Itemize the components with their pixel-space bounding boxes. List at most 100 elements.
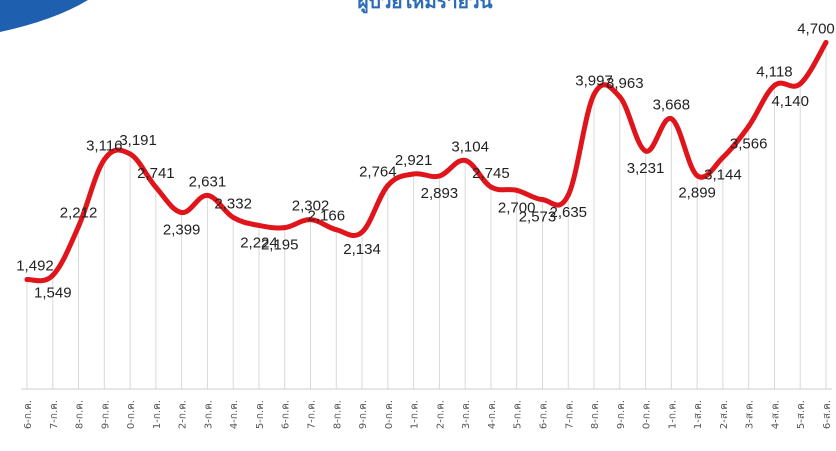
- x-tick-label-4: 0-ก.ค.: [126, 400, 137, 429]
- data-point-26: [694, 173, 700, 179]
- data-label-10: 2,195: [261, 237, 299, 254]
- data-label-1: 1,549: [34, 284, 72, 301]
- data-label-21: 2,635: [549, 204, 587, 221]
- series-line: [24, 39, 829, 284]
- x-tick-label-9: 5-ก.ค.: [255, 400, 266, 429]
- data-label-4: 3,191: [119, 132, 157, 149]
- x-tick-label-7: 3-ก.ค.: [203, 400, 214, 429]
- data-point-23: [617, 94, 623, 100]
- data-label-2: 2,212: [60, 204, 98, 221]
- data-label-18: 2,745: [472, 165, 510, 182]
- data-label-27: 3,144: [704, 166, 742, 183]
- grid-lines: [21, 42, 832, 390]
- data-label-26: 2,899: [678, 185, 716, 202]
- data-label-8: 2,332: [214, 195, 252, 212]
- data-point-5: [153, 184, 159, 190]
- x-tick-label-23: 9-ก.ค.: [616, 400, 627, 429]
- data-point-24: [643, 148, 649, 154]
- data-point-6: [179, 210, 185, 216]
- x-tick-label-11: 7-ก.ค.: [307, 400, 318, 429]
- x-tick-label-19: 5-ก.ค.: [513, 400, 524, 429]
- data-point-2: [76, 223, 82, 229]
- data-label-31: 4,700: [797, 20, 835, 37]
- data-label-5: 2,741: [137, 165, 175, 182]
- data-point-22: [591, 91, 597, 97]
- corner-decoration: [0, 0, 88, 32]
- data-point-13: [359, 229, 365, 235]
- data-label-23: 3,963: [606, 75, 644, 92]
- data-point-30: [797, 81, 803, 87]
- data-label-28: 3,566: [730, 135, 768, 152]
- data-point-17: [462, 157, 468, 163]
- data-point-4: [127, 151, 133, 157]
- data-point-27: [720, 154, 726, 160]
- x-tick-label-10: 6-ก.ค.: [281, 400, 292, 429]
- data-label-9: 2,224: [240, 234, 278, 251]
- data-label-12: 2,166: [308, 208, 346, 225]
- x-tick-label-8: 4-ก.ค.: [229, 400, 240, 429]
- data-point-20: [539, 197, 545, 203]
- data-label-30: 4,140: [771, 93, 809, 110]
- data-label-15: 2,921: [395, 152, 433, 169]
- x-tick-label-20: 6-ก.ค.: [538, 400, 549, 429]
- data-label-3: 3,116: [86, 138, 122, 155]
- data-label-11: 2,302: [292, 198, 330, 215]
- x-tick-label-15: 1-ก.ค.: [410, 400, 421, 429]
- x-tick-label-14: 0-ก.ค.: [384, 400, 395, 429]
- series-line-group: [24, 39, 829, 284]
- data-label-20: 2,573: [519, 209, 557, 226]
- data-label-13: 2,134: [343, 241, 381, 258]
- data-point-10: [282, 225, 288, 231]
- data-label-14: 2,764: [359, 164, 397, 181]
- x-tick-label-27: 2-ส.ค.: [719, 400, 730, 429]
- data-point-16: [436, 173, 442, 179]
- data-point-9: [256, 222, 262, 228]
- x-tick-label-24: 0-ก.ค.: [642, 400, 653, 429]
- x-tick-label-3: 9-ก.ค.: [100, 400, 111, 429]
- x-tick-label-18: 4-ก.ค.: [487, 400, 498, 429]
- x-tick-label-5: 1-ก.ค.: [152, 400, 163, 429]
- x-tick-label-1: 7-ก.ค.: [49, 400, 60, 429]
- chart-title: ผู้ป่วยใหม่รายวัน: [358, 0, 493, 14]
- data-point-12: [333, 227, 339, 233]
- data-point-31: [823, 39, 829, 45]
- data-label-7: 2,631: [189, 173, 227, 190]
- data-label-24: 3,231: [627, 160, 665, 177]
- data-point-1: [50, 272, 56, 278]
- x-axis-ticks: 6-ก.ค. 7-ก.ค. 8-ก.ค. 9-ก.ค. 0-ก.ค. 1-ก.ค. 2-ก.…: [23, 400, 833, 429]
- data-label-16: 2,893: [421, 185, 459, 202]
- data-point-19: [514, 187, 520, 193]
- x-tick-label-30: 5-ส.ค.: [796, 400, 807, 429]
- data-point-11: [308, 217, 314, 223]
- data-point-7: [204, 192, 210, 198]
- data-label-22: 3,997: [575, 72, 613, 89]
- data-point-8: [230, 214, 236, 220]
- data-label-29: 4,118: [756, 63, 792, 80]
- x-tick-label-17: 3-ก.ค.: [461, 400, 472, 429]
- x-tick-label-29: 4-ส.ค.: [770, 400, 781, 429]
- x-tick-label-0: 6-ก.ค.: [23, 400, 34, 429]
- data-point-15: [411, 171, 417, 177]
- data-point-29: [771, 82, 777, 88]
- data-point-28: [746, 123, 752, 129]
- data-point-21: [565, 192, 571, 198]
- x-tick-label-6: 2-ก.ค.: [178, 400, 189, 429]
- data-label-19: 2,700: [498, 199, 536, 216]
- x-tick-label-13: 9-ก.ค.: [358, 400, 369, 429]
- data-point-0: [24, 277, 30, 283]
- data-point-3: [101, 157, 107, 163]
- data-point-25: [668, 116, 674, 122]
- x-tick-label-2: 8-ก.ค.: [75, 400, 86, 429]
- x-tick-label-28: 3-ส.ค.: [745, 400, 756, 429]
- data-label-6: 2,399: [163, 222, 201, 239]
- data-label-17: 3,104: [451, 138, 489, 155]
- data-point-14: [385, 183, 391, 189]
- x-tick-label-22: 8-ก.ค.: [590, 400, 601, 429]
- data-point-18: [488, 184, 494, 190]
- x-tick-label-25: 1-ก.ค.: [667, 400, 678, 429]
- x-tick-label-21: 7-ก.ค.: [564, 400, 575, 429]
- data-label-25: 3,668: [653, 97, 691, 114]
